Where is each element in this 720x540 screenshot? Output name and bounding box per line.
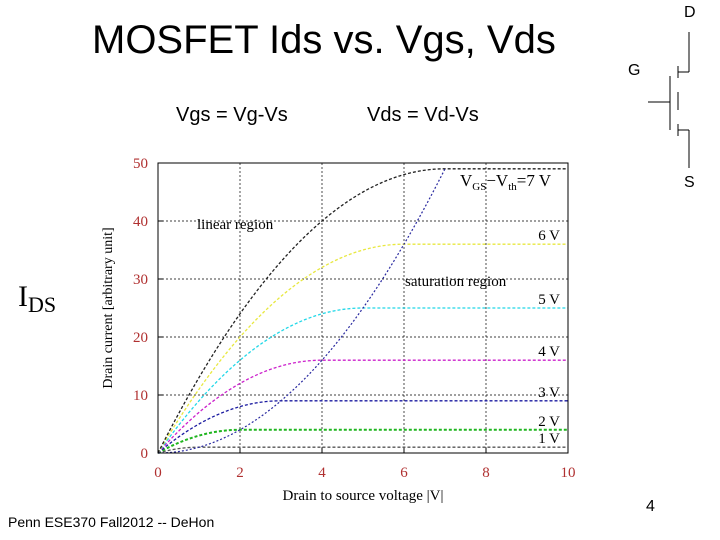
series-line-3 [157, 400, 568, 454]
gate-label: G [628, 62, 641, 79]
ids-label: IDS [18, 280, 56, 318]
series-label-2: 2 V [538, 414, 560, 430]
series-line-2 [157, 428, 568, 454]
series-label-4: 4 V [538, 344, 560, 360]
drain-label: D [684, 4, 696, 21]
y-tick-label: 50 [133, 156, 148, 172]
slide-title: MOSFET Ids vs. Vgs, Vds [92, 18, 556, 62]
x-tick-label: 4 [318, 465, 326, 481]
x-tick-label: 6 [400, 465, 408, 481]
linear-region-annotation: linear region [197, 217, 274, 233]
footer-text: Penn ESE370 Fall2012 -- DeHon [8, 514, 215, 530]
x-tick-label: 8 [482, 465, 490, 481]
vgs-th: th [508, 181, 517, 193]
ids-subscript: DS [28, 292, 57, 317]
y-tick-label: 30 [133, 272, 148, 288]
mosfet-symbol-icon [648, 32, 690, 168]
x-tick-label: 2 [236, 465, 244, 481]
y-tick-label: 10 [133, 388, 148, 404]
ids-main: I [18, 280, 28, 313]
series-line-6 [157, 243, 568, 454]
vds-equation: Vds = Vd-Vs [367, 104, 479, 126]
series-label-1: 1 V [538, 431, 560, 447]
y-axis-label: Drain current [arbitrary unit] [101, 227, 116, 388]
vgs-v: V [460, 171, 473, 190]
plot-frame [157, 162, 569, 454]
x-tick-label: 0 [154, 465, 162, 481]
x-tick-label: 10 [561, 465, 576, 481]
series-label-3: 3 V [538, 385, 560, 401]
y-tick-label: 40 [133, 214, 148, 230]
source-label: S [684, 174, 695, 191]
x-axis-label: Drain to source voltage |V| [283, 488, 444, 504]
saturation-boundary-line [157, 168, 446, 454]
y-tick-label: 0 [141, 446, 149, 462]
vgs-equation: Vgs = Vg-Vs [176, 104, 288, 126]
series-label-6: 6 V [538, 228, 560, 244]
vgs-vth-annotation: VGS−Vth=7 V [460, 171, 552, 193]
series-line-1 [157, 446, 568, 454]
vgs-value: =7 V [517, 171, 552, 190]
series-label-5: 5 V [538, 292, 560, 308]
series-line-7 [157, 168, 568, 454]
y-tick-label: 20 [133, 330, 148, 346]
saturation-region-annotation: saturation region [405, 274, 507, 290]
series-line-4 [157, 359, 568, 454]
vgs-minus-v: −V [486, 171, 509, 190]
vgs-gs: GS [472, 181, 486, 193]
page-number: 4 [646, 498, 655, 515]
